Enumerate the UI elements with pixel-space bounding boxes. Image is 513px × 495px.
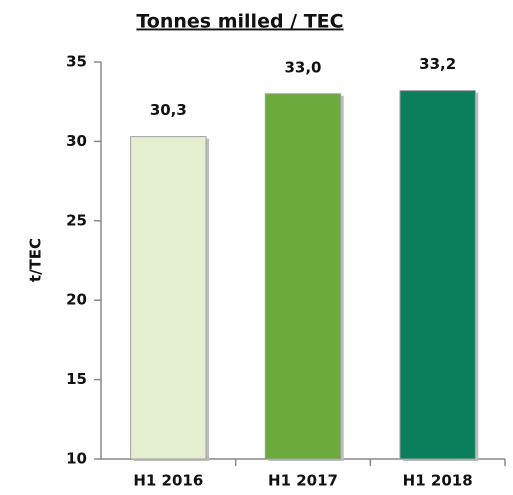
y-tick-label: 10 [66, 450, 87, 468]
y-tick-label: 35 [66, 53, 87, 71]
x-tick-label: H1 2017 [268, 472, 338, 490]
value-label: 33,2 [419, 55, 456, 73]
value-label: 30,3 [150, 101, 187, 119]
bar [264, 93, 342, 460]
bar [399, 90, 476, 460]
y-axis-label: t/TEC [27, 238, 45, 282]
chart-title: Tonnes milled / TEC [136, 11, 343, 33]
y-tick-label: 30 [66, 132, 87, 150]
x-tick-label: H1 2016 [133, 472, 203, 490]
value-label: 33,0 [284, 58, 321, 76]
x-tick-label: H1 2018 [403, 472, 473, 490]
bar [130, 136, 207, 460]
y-tick-label: 20 [66, 291, 87, 309]
y-tick-label: 15 [66, 370, 87, 388]
y-tick-label: 25 [66, 211, 87, 229]
